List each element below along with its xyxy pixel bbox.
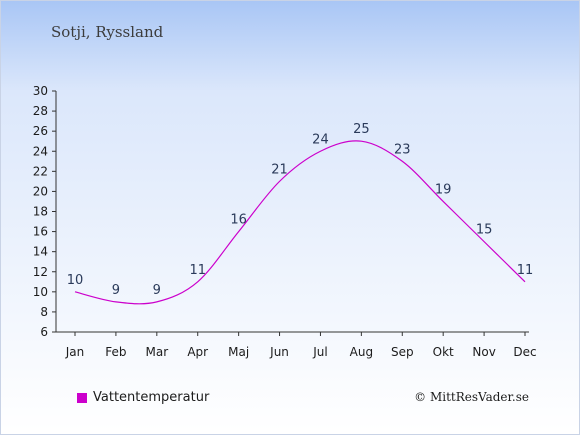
x-tick-label: Jan bbox=[65, 345, 85, 359]
data-label: 15 bbox=[476, 223, 493, 238]
x-tick-label: Maj bbox=[228, 345, 249, 359]
axes bbox=[52, 90, 529, 336]
x-tick-label: Mar bbox=[145, 345, 168, 359]
series-layer bbox=[74, 140, 526, 305]
x-tick-label: Jun bbox=[269, 345, 289, 359]
y-tick-label: 18 bbox=[33, 205, 48, 219]
x-tick-label: Dec bbox=[513, 345, 536, 359]
data-label: 24 bbox=[312, 132, 329, 147]
data-label: 11 bbox=[517, 263, 534, 278]
data-label: 23 bbox=[394, 142, 411, 157]
y-tick-label: 22 bbox=[33, 164, 48, 178]
legend-label: Vattentemperatur bbox=[93, 390, 210, 405]
data-label: 19 bbox=[435, 182, 452, 197]
y-tick-label: 20 bbox=[33, 184, 48, 198]
y-tick-label: 16 bbox=[33, 225, 48, 239]
x-tick-label: Feb bbox=[105, 345, 126, 359]
x-tick-label: Aug bbox=[350, 345, 373, 359]
data-label: 9 bbox=[153, 283, 161, 298]
y-tick-label: 8 bbox=[40, 305, 48, 319]
location-title: Sotji, Ryssland bbox=[51, 23, 164, 41]
data-label: 21 bbox=[271, 162, 288, 177]
data-label: 9 bbox=[112, 283, 120, 298]
y-tick-label: 6 bbox=[40, 325, 48, 339]
data-label: 11 bbox=[189, 263, 206, 278]
data-label: 10 bbox=[67, 273, 84, 288]
x-tick-label: Apr bbox=[187, 345, 208, 359]
y-tick-label: 30 bbox=[33, 84, 48, 98]
x-tick-label: Sep bbox=[391, 345, 414, 359]
x-tick-label: Nov bbox=[472, 345, 495, 359]
y-tick-label: 26 bbox=[33, 124, 48, 138]
legend: Vattentemperatur bbox=[77, 390, 209, 405]
y-tick-label: 28 bbox=[33, 104, 48, 118]
credit-text: © MittResVader.se bbox=[414, 390, 529, 404]
data-label: 25 bbox=[353, 122, 370, 137]
legend-swatch bbox=[77, 392, 87, 403]
series-line-vattentemperatur bbox=[74, 140, 526, 305]
y-tick-label: 12 bbox=[33, 265, 48, 279]
y-tick-label: 24 bbox=[33, 144, 48, 158]
x-tick-label: Jul bbox=[312, 345, 327, 359]
data-labels: 10 9 9 11 16 21 24 25 23 19 15 11 bbox=[67, 122, 534, 298]
tick-labels: 6 8 10 12 14 16 18 20 22 24 26 28 30 Jan Feb Mar Apr Maj J… bbox=[33, 84, 537, 359]
y-tick-label: 14 bbox=[33, 245, 48, 259]
data-label: 16 bbox=[230, 213, 247, 228]
y-tick-label: 10 bbox=[33, 285, 48, 299]
x-tick-label: Okt bbox=[433, 345, 454, 359]
